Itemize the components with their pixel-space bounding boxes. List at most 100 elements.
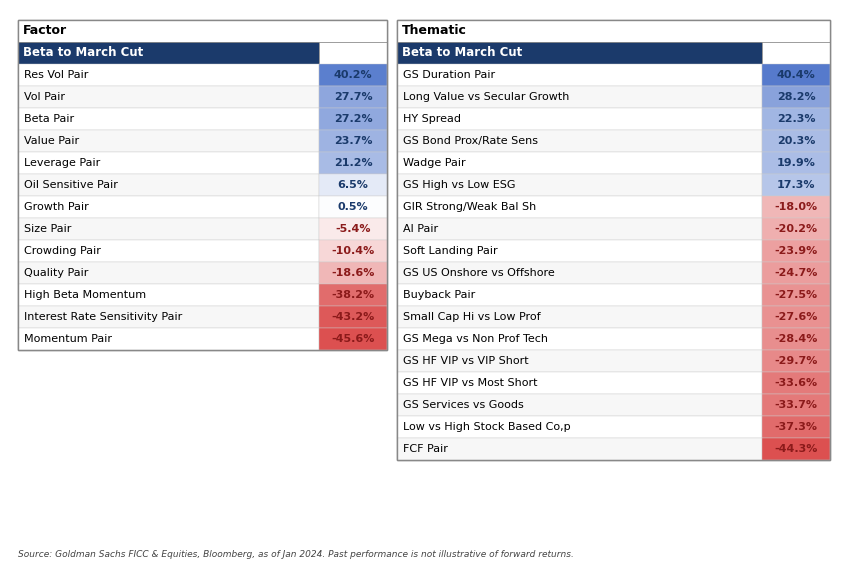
Bar [397,372,762,394]
Bar [762,262,830,284]
Text: -27.6%: -27.6% [774,312,817,322]
Text: Source: Goldman Sachs FICC & Equities, Bloomberg, as of Jan 2024. Past performan: Source: Goldman Sachs FICC & Equities, B… [18,550,574,559]
Bar [319,174,387,196]
Bar [397,130,762,152]
Bar [319,152,387,174]
Text: HY Spread: HY Spread [403,114,461,124]
Bar [397,416,762,438]
Bar [762,196,830,218]
Text: FCF Pair: FCF Pair [403,444,448,454]
Text: 0.5%: 0.5% [338,202,368,212]
Bar [397,20,830,460]
Text: 17.3%: 17.3% [777,180,815,190]
Text: -29.7%: -29.7% [774,356,817,366]
Text: High Beta Momentum: High Beta Momentum [24,290,146,300]
Bar [18,262,319,284]
Bar [319,196,387,218]
Bar [18,64,319,86]
Text: Growth Pair: Growth Pair [24,202,89,212]
Bar [397,218,762,240]
Text: GS HF VIP vs VIP Short: GS HF VIP vs VIP Short [403,356,528,366]
Bar [319,130,387,152]
Bar [319,240,387,262]
Bar [762,174,830,196]
Text: GS Bond Prox/Rate Sens: GS Bond Prox/Rate Sens [403,136,538,146]
Text: 27.7%: 27.7% [333,92,372,102]
Text: -33.7%: -33.7% [774,400,817,410]
Text: -5.4%: -5.4% [335,224,371,234]
Text: GS US Onshore vs Offshore: GS US Onshore vs Offshore [403,268,555,278]
Bar [397,174,762,196]
Bar [319,64,387,86]
Bar [762,438,830,460]
Bar [762,152,830,174]
Text: 23.7%: 23.7% [334,136,372,146]
Bar [319,284,387,306]
Bar [397,196,762,218]
Text: -37.3%: -37.3% [774,422,817,432]
Bar [397,108,762,130]
Text: Oil Sensitive Pair: Oil Sensitive Pair [24,180,118,190]
Text: GS Services vs Goods: GS Services vs Goods [403,400,524,410]
Text: 19.9%: 19.9% [777,158,816,168]
Bar [18,20,387,42]
Text: Thematic: Thematic [402,25,467,37]
Text: Al Pair: Al Pair [403,224,438,234]
Bar [319,42,387,64]
Bar [397,328,762,350]
Bar [319,218,387,240]
Bar [762,350,830,372]
Text: Crowding Pair: Crowding Pair [24,246,101,256]
Bar [18,196,319,218]
Text: 40.2%: 40.2% [333,70,372,80]
Bar [18,86,319,108]
Bar [319,86,387,108]
Bar [18,306,319,328]
Bar [18,284,319,306]
Bar [397,240,762,262]
Bar [397,152,762,174]
Bar [18,130,319,152]
Text: -24.7%: -24.7% [774,268,817,278]
Bar [319,328,387,350]
Text: 21.2%: 21.2% [333,158,372,168]
Text: Quality Pair: Quality Pair [24,268,88,278]
Text: Res Vol Pair: Res Vol Pair [24,70,88,80]
Text: Momentum Pair: Momentum Pair [24,334,112,344]
Text: 27.2%: 27.2% [333,114,372,124]
Text: Wadge Pair: Wadge Pair [403,158,466,168]
Text: -33.6%: -33.6% [774,378,817,388]
Bar [762,328,830,350]
Text: Long Value vs Secular Growth: Long Value vs Secular Growth [403,92,569,102]
Bar [762,394,830,416]
Bar [397,20,830,42]
Text: GS Mega vs Non Prof Tech: GS Mega vs Non Prof Tech [403,334,548,344]
Bar [397,86,762,108]
Bar [762,130,830,152]
Bar [319,306,387,328]
Bar [18,152,319,174]
Text: 22.3%: 22.3% [777,114,815,124]
Text: Interest Rate Sensitivity Pair: Interest Rate Sensitivity Pair [24,312,182,322]
Text: GS High vs Low ESG: GS High vs Low ESG [403,180,516,190]
Bar [762,306,830,328]
Text: Value Pair: Value Pair [24,136,79,146]
Bar [397,64,762,86]
Text: 28.2%: 28.2% [777,92,815,102]
Text: -38.2%: -38.2% [332,290,375,300]
Text: Leverage Pair: Leverage Pair [24,158,100,168]
Bar [18,218,319,240]
Text: GS HF VIP vs Most Short: GS HF VIP vs Most Short [403,378,538,388]
Text: Soft Landing Pair: Soft Landing Pair [403,246,498,256]
Bar [319,108,387,130]
Bar [397,42,762,64]
Text: -28.4%: -28.4% [774,334,817,344]
Text: GIR Strong/Weak Bal Sh: GIR Strong/Weak Bal Sh [403,202,536,212]
Bar [762,240,830,262]
Text: GS Duration Pair: GS Duration Pair [403,70,495,80]
Text: Size Pair: Size Pair [24,224,71,234]
Bar [762,218,830,240]
Bar [18,108,319,130]
Bar [397,262,762,284]
Bar [18,20,387,350]
